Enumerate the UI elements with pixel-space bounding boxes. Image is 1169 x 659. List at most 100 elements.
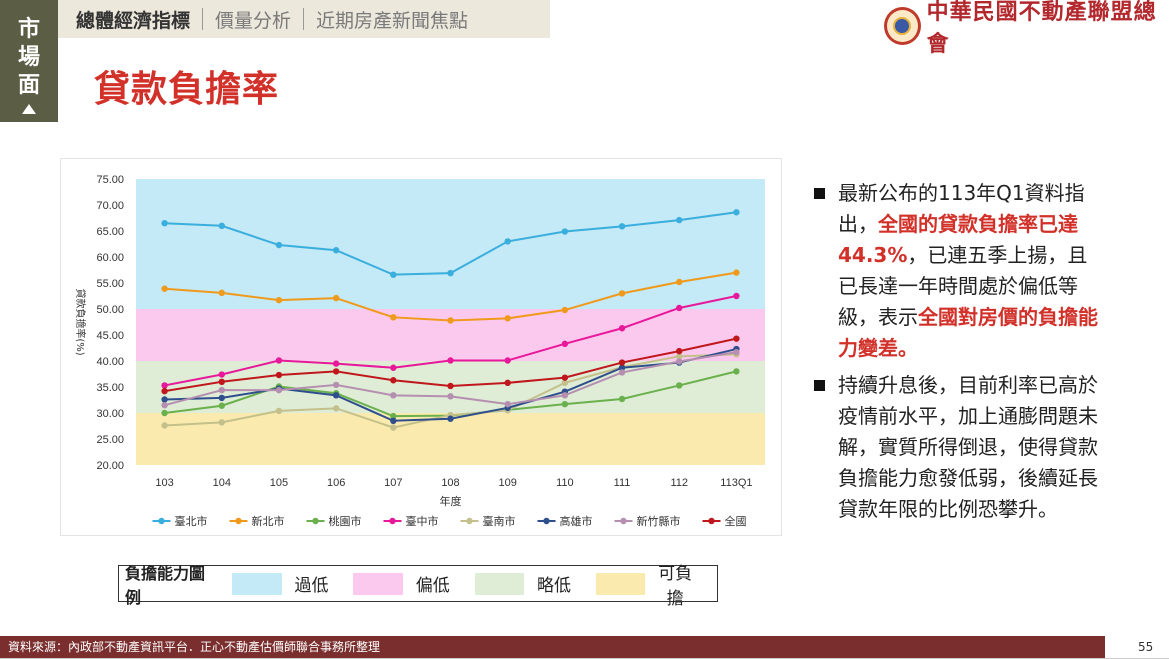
data-point [332,392,340,399]
x-axis-label: 年度 [440,494,462,508]
page-number: 55 [1138,640,1154,654]
legend-marker [389,517,396,525]
data-point [733,368,740,375]
top-nav: 總體經濟指標 價量分析 近期房產新聞焦點 [58,0,550,38]
data-point [218,378,225,385]
data-point [733,335,740,342]
nav-item-macro[interactable]: 總體經濟指標 [76,9,191,32]
bullet-text: ，已連五季上揚，且已長達一年時間處於偏低等級，表示 [838,243,1088,329]
y-tick-label: 55.00 [96,278,124,290]
y-tick-label: 40.00 [96,356,124,368]
org-name: 中華民國不動產聯盟總會 [926,0,1157,57]
data-point [676,278,683,286]
x-tick-label: 106 [327,477,345,489]
data-point [161,387,168,395]
nav-item-news[interactable]: 近期房產新聞焦點 [316,9,469,32]
data-point [332,381,340,389]
triangle-up-icon [22,104,36,114]
data-point [390,271,397,278]
legend-entry: 桃園市 [329,514,362,528]
data-point [733,292,740,300]
legend-title: 負擔能力圖例 [125,563,206,607]
nav-item-price-volume[interactable]: 價量分析 [215,9,292,32]
data-point [504,357,511,364]
data-point [447,382,454,390]
legend-entry: 臺北市 [175,514,208,528]
data-point [218,289,225,297]
data-point [676,358,683,365]
data-point [390,392,397,399]
data-point [275,407,283,415]
data-point [618,369,626,376]
data-point [275,296,283,304]
data-point [275,371,283,379]
x-tick-label: 113Q1 [720,477,752,489]
data-point [161,220,168,227]
square-bullet-icon [814,380,825,391]
section-tag: 市 場 面 [0,0,58,122]
section-tag-char: 面 [17,73,40,98]
y-tick-label: 25.00 [96,434,124,446]
y-axis-label: 貸款負擔率(%) [74,288,87,355]
x-tick-label: 108 [441,477,459,489]
legend-entry: 高雄市 [560,514,593,528]
data-point [504,379,511,387]
data-point [332,360,340,367]
data-point [218,419,225,426]
data-point [447,415,454,422]
highlight-text: 全國的貸款負擔率已達44.3% [838,212,1078,267]
legend-swatch [232,572,282,595]
data-point [390,364,397,371]
data-point [390,412,397,420]
org-logo: 中華民國不動產聯盟總會 [884,0,1169,57]
data-point [447,317,454,324]
data-point [218,402,225,409]
x-tick-label: 111 [614,477,631,489]
data-point [504,315,511,322]
x-tick-label: 103 [155,477,173,489]
chart-svg: 20.00 25.00 30.00 35.00 40.00 45.00 50.00 55.00… [74,174,765,528]
data-point [390,314,397,321]
seal-icon [884,7,921,45]
data-point [275,357,283,364]
x-tick-label: 109 [499,477,517,489]
legend-entry: 新竹縣市 [637,514,681,528]
affordability-legend: 負擔能力圖例 過低 偏低 略低 可負擔 [118,564,718,609]
data-point [218,222,225,229]
data-point [504,400,511,408]
data-point [447,269,454,277]
legend-marker [466,517,473,525]
data-point [275,386,283,394]
data-point [390,417,397,424]
data-point [161,396,168,403]
data-point [161,402,168,409]
y-tick-label: 75.00 [96,174,124,186]
data-point [561,306,569,314]
legend-marker [620,517,627,525]
bullet-text: 最新公布的113年Q1資料指出， [838,181,1085,236]
data-point [676,382,683,389]
data-point [618,359,626,366]
data-point [332,247,340,254]
legend-marker [543,517,550,525]
y-tick-label: 65.00 [96,226,124,238]
x-tick-label: 107 [384,477,402,489]
data-point [561,340,569,348]
x-tick-label: 112 [670,477,688,489]
highlight-text: 全國對房價的負擔能力變差。 [838,305,1098,360]
legend-swatch [474,572,525,595]
legend-marker [158,517,165,525]
data-point [733,209,740,216]
x-tick-label: 110 [556,477,574,489]
y-tick-label: 45.00 [96,330,124,342]
data-point [561,392,569,399]
data-point [161,422,168,429]
square-bullet-icon [814,188,825,199]
data-point [390,424,397,431]
y-tick-label: 20.00 [96,460,124,472]
y-tick-label: 30.00 [96,408,124,420]
x-tick-label: 105 [270,477,288,489]
data-point [332,368,340,375]
data-point [561,374,569,381]
legend-label: 偏低 [415,576,450,596]
